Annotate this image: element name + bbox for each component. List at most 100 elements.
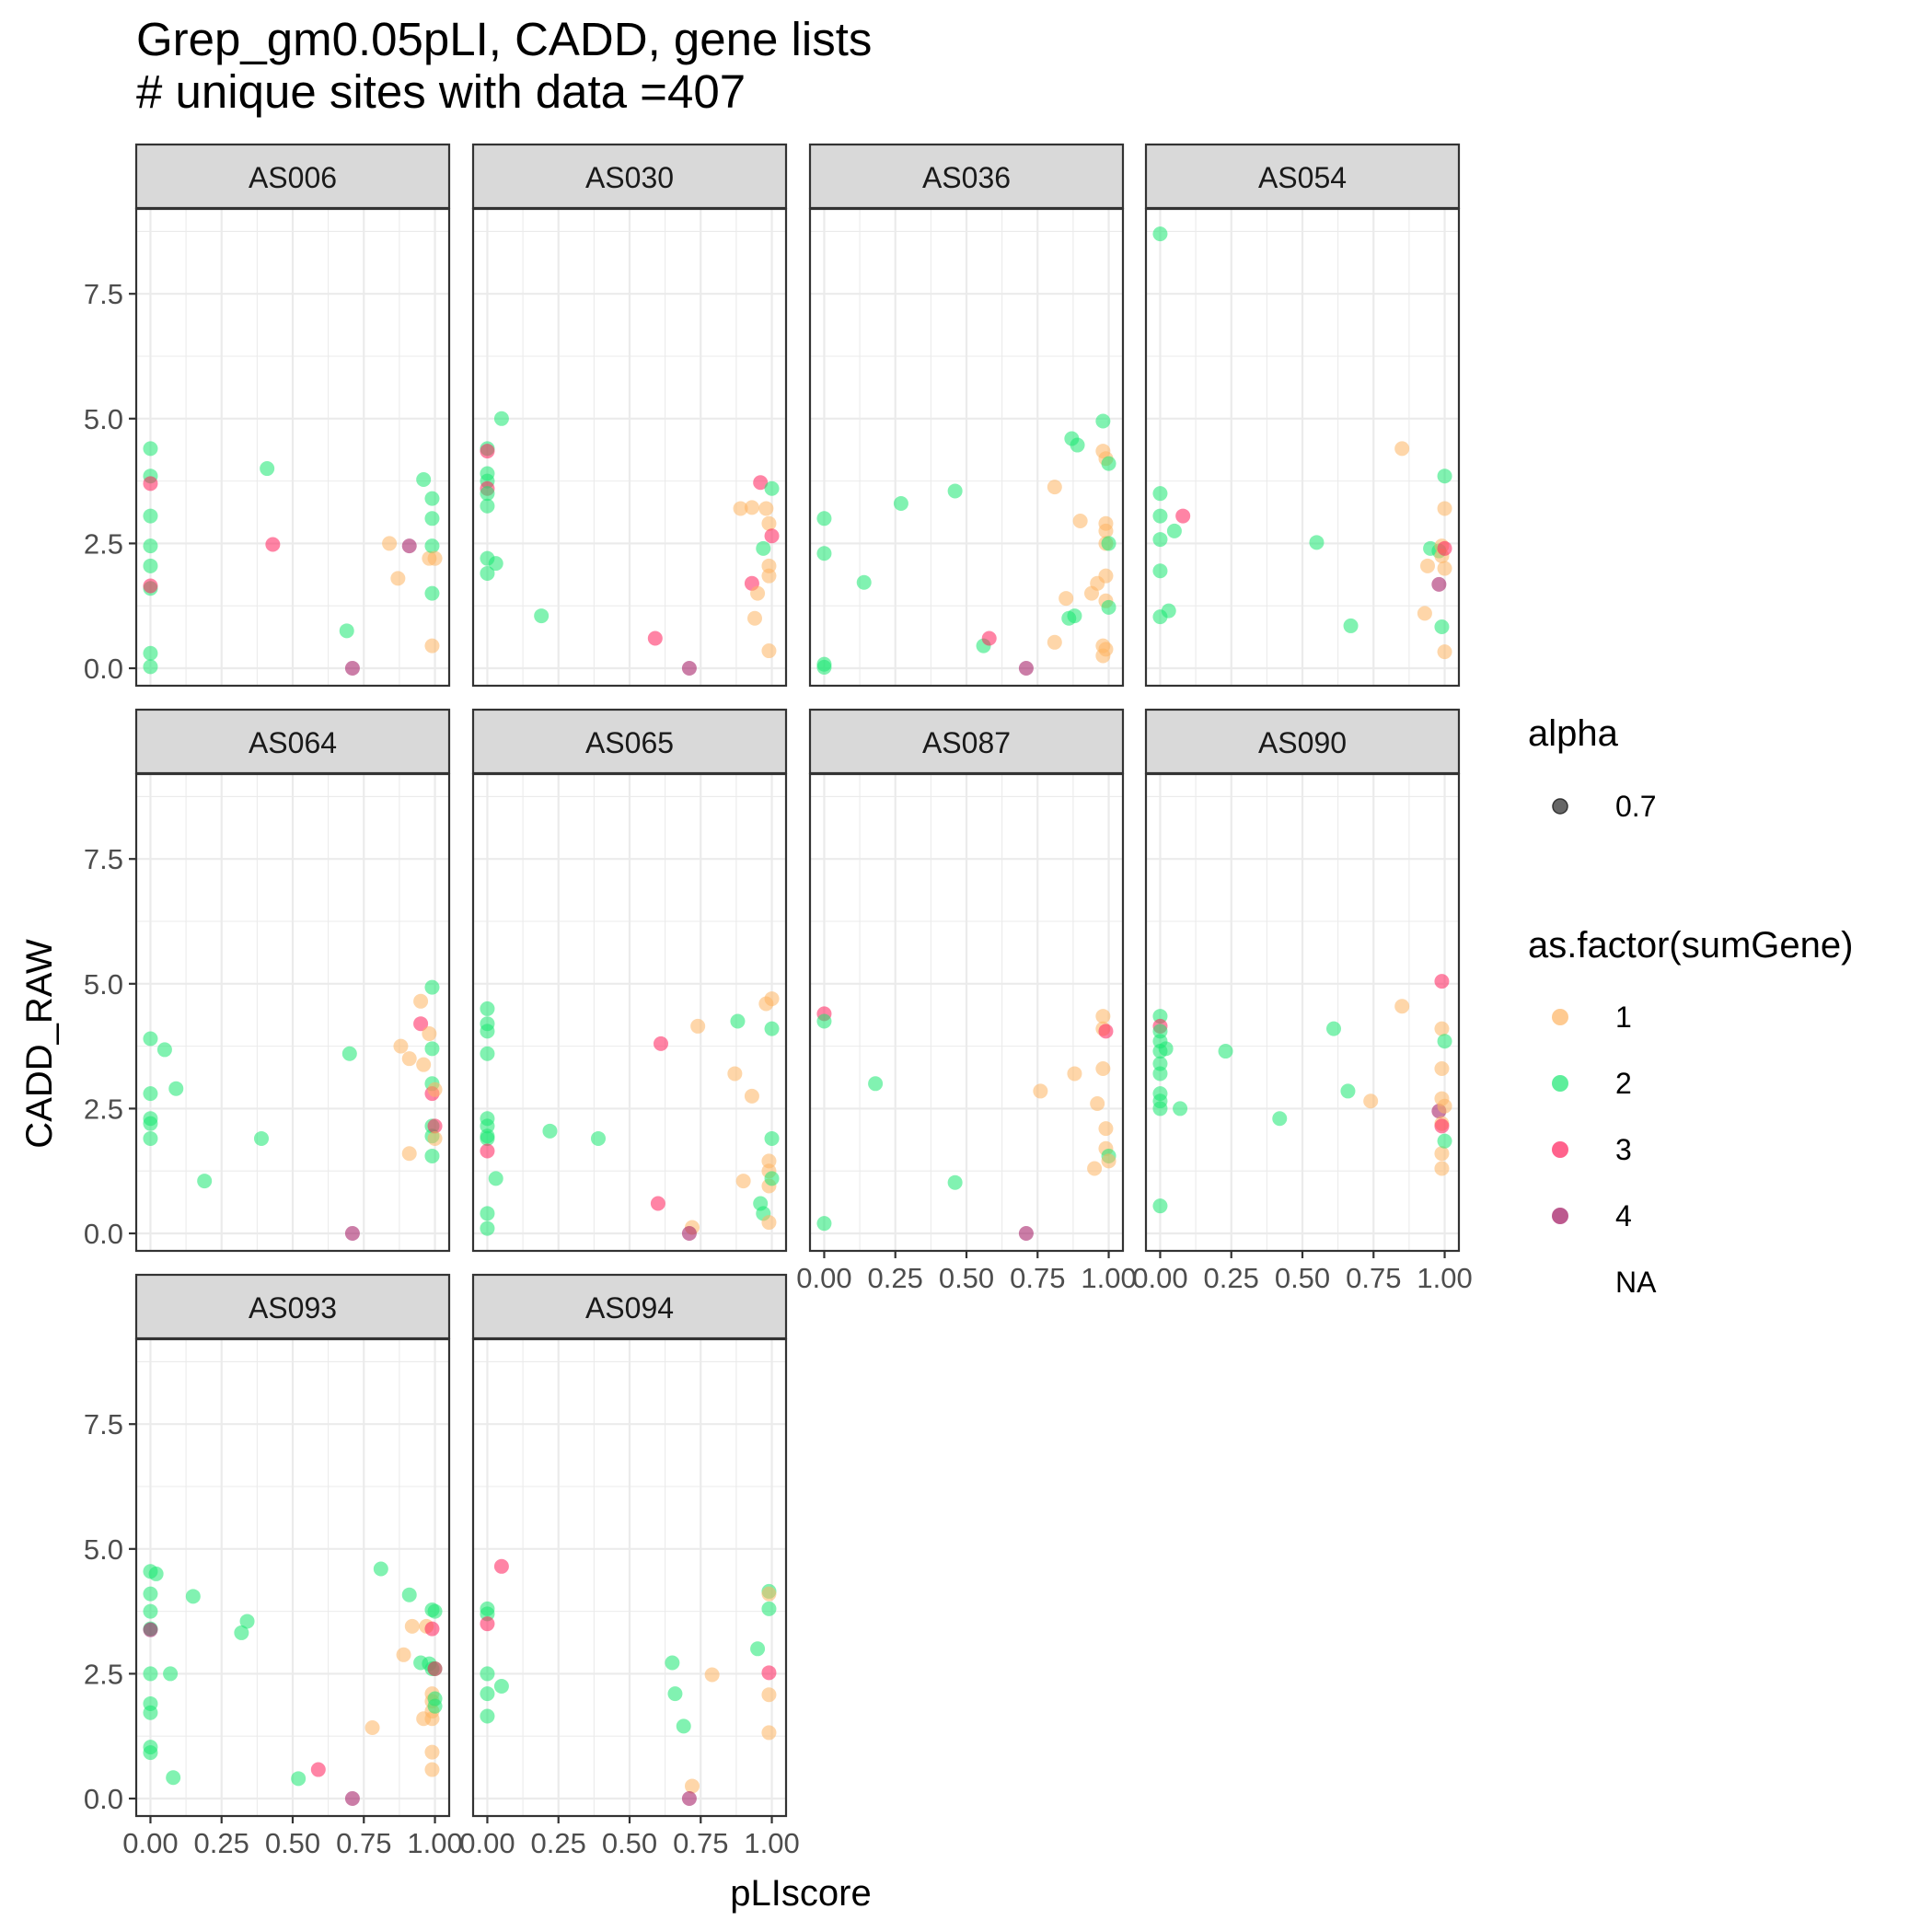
x-tick-label: 0.00 bbox=[796, 1262, 851, 1294]
data-point bbox=[422, 1026, 437, 1042]
legend-label-3: 3 bbox=[1615, 1133, 1632, 1166]
data-point bbox=[1173, 1101, 1188, 1116]
facet-panel-AS054: AS054 bbox=[1144, 143, 1461, 688]
panel-border bbox=[471, 772, 788, 1253]
x-tick-label: 0.00 bbox=[459, 1827, 515, 1859]
facet-panel-AS006: AS006 0.0 2.5 5.0 7.5 bbox=[84, 143, 451, 688]
data-point bbox=[291, 1771, 307, 1787]
y-tick-label: 7.5 bbox=[84, 278, 123, 310]
data-point bbox=[816, 546, 832, 561]
data-point bbox=[480, 1046, 495, 1061]
data-point bbox=[1152, 563, 1168, 579]
data-point bbox=[681, 661, 697, 677]
data-point bbox=[868, 1076, 884, 1092]
data-point bbox=[427, 1698, 443, 1714]
facet-panel-AS064: AS064 0.0 2.5 5.0 7.5 bbox=[84, 708, 451, 1253]
y-tick-label: 5.0 bbox=[84, 403, 123, 435]
data-point bbox=[143, 1622, 158, 1637]
data-point bbox=[1101, 456, 1116, 471]
data-point bbox=[534, 608, 550, 624]
facet-strip bbox=[134, 1273, 451, 1340]
data-point bbox=[166, 1770, 181, 1786]
data-point bbox=[185, 1589, 201, 1604]
facet-strip bbox=[1144, 708, 1461, 775]
y-tick-label: 2.5 bbox=[84, 1093, 123, 1125]
data-point bbox=[1070, 437, 1085, 453]
data-point bbox=[427, 1660, 443, 1676]
data-point bbox=[1437, 1133, 1452, 1149]
data-point bbox=[681, 1791, 697, 1807]
data-point bbox=[1309, 535, 1325, 550]
data-point bbox=[143, 1116, 158, 1131]
data-point bbox=[373, 1561, 388, 1577]
data-point bbox=[1434, 974, 1450, 989]
data-point bbox=[750, 1641, 766, 1657]
x-tick-label: 0.75 bbox=[336, 1827, 391, 1859]
y-tick-label: 7.5 bbox=[84, 843, 123, 875]
data-point bbox=[761, 1601, 777, 1616]
legend-title-alpha: alpha bbox=[1528, 713, 1619, 754]
facet-panel-AS093: AS093 0.0 2.5 5.0 7.5 0.00 0.25 0.50 0.75 1.00 bbox=[84, 1273, 463, 1859]
legend-key-3 bbox=[1552, 1141, 1568, 1158]
data-point bbox=[744, 1088, 759, 1104]
data-point bbox=[1095, 413, 1111, 429]
data-point bbox=[1437, 1098, 1452, 1114]
data-point bbox=[1326, 1021, 1341, 1036]
data-point bbox=[1152, 508, 1168, 524]
data-point bbox=[727, 1066, 743, 1082]
data-point bbox=[647, 631, 663, 646]
data-point bbox=[390, 571, 406, 586]
data-point bbox=[893, 496, 908, 512]
data-point bbox=[816, 511, 832, 526]
data-point bbox=[416, 471, 432, 487]
data-point bbox=[1152, 226, 1168, 242]
data-point bbox=[168, 1081, 184, 1096]
data-point bbox=[480, 1024, 495, 1039]
data-point bbox=[1218, 1044, 1233, 1059]
data-point bbox=[761, 1687, 777, 1703]
x-tick-label: 0.25 bbox=[868, 1262, 923, 1294]
data-point bbox=[591, 1130, 606, 1146]
data-point bbox=[416, 1057, 432, 1072]
legend-key-2 bbox=[1552, 1075, 1568, 1092]
data-point bbox=[393, 1038, 409, 1054]
data-point bbox=[816, 1216, 832, 1232]
legend-label-alpha: 0.7 bbox=[1615, 790, 1656, 823]
data-point bbox=[143, 578, 158, 594]
facet-strip bbox=[134, 708, 451, 775]
data-point bbox=[427, 1603, 443, 1619]
data-point bbox=[1059, 591, 1074, 607]
panel-border bbox=[471, 207, 788, 688]
data-point bbox=[493, 1678, 509, 1694]
data-point bbox=[382, 536, 398, 551]
data-point bbox=[480, 486, 495, 502]
facet-strip bbox=[471, 708, 788, 775]
x-tick-label: 0.50 bbox=[265, 1827, 320, 1859]
data-point bbox=[753, 475, 769, 491]
data-point bbox=[761, 643, 777, 659]
data-point bbox=[1067, 1066, 1082, 1082]
data-point bbox=[480, 1686, 495, 1702]
data-point bbox=[480, 1130, 495, 1146]
data-point bbox=[650, 1196, 665, 1211]
data-point bbox=[488, 1171, 503, 1186]
data-point bbox=[424, 1041, 440, 1057]
x-tick-label: 1.00 bbox=[1417, 1262, 1472, 1294]
x-tick-label: 0.25 bbox=[531, 1827, 586, 1859]
chart-subtitle: # unique sites with data =407 bbox=[136, 65, 746, 118]
data-point bbox=[1417, 606, 1432, 621]
x-tick-label: 0.50 bbox=[602, 1827, 657, 1859]
legend-label-2: 2 bbox=[1615, 1067, 1632, 1100]
legend-label-NA: NA bbox=[1615, 1266, 1657, 1299]
x-tick-label: 0.75 bbox=[673, 1827, 728, 1859]
data-point bbox=[750, 585, 766, 601]
data-point bbox=[480, 1616, 495, 1632]
data-point bbox=[401, 538, 417, 554]
data-point bbox=[1095, 1009, 1111, 1024]
panel-border bbox=[808, 207, 1125, 688]
data-point bbox=[1434, 1161, 1450, 1176]
data-point bbox=[1098, 523, 1114, 538]
data-point bbox=[143, 508, 158, 524]
data-point bbox=[344, 661, 360, 677]
data-point bbox=[1152, 1198, 1168, 1214]
